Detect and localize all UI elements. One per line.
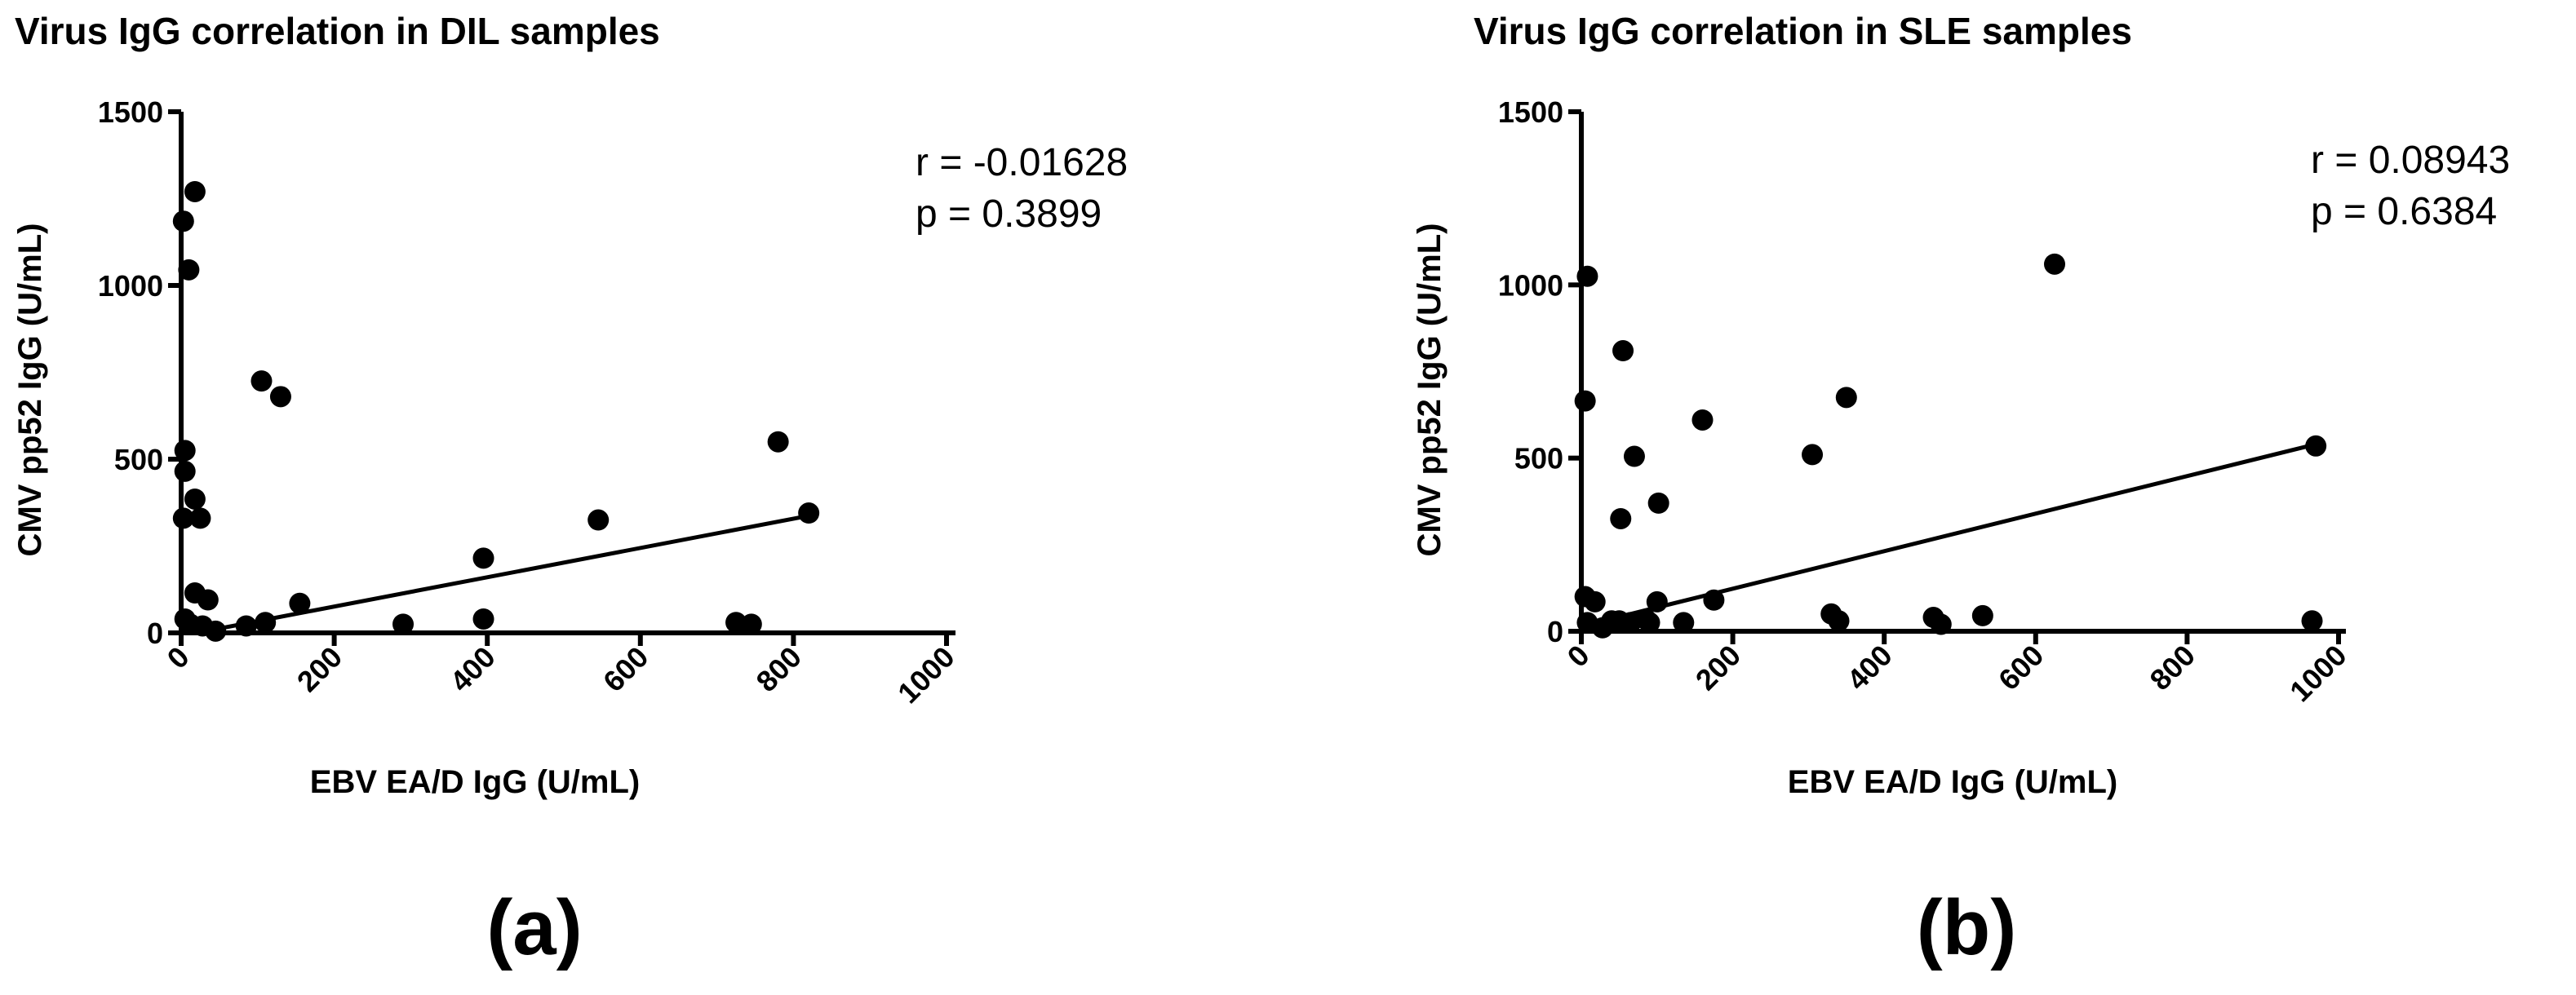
data-point-a-19 (392, 613, 415, 635)
panel-label-b: (b) (1917, 884, 2017, 971)
chart-panel-a: Virus IgG correlation in DIL samples CMV… (12, 10, 1128, 971)
data-point-a-24 (740, 613, 762, 635)
y-axis-label-a: CMV pp52 IgG (U/mL) (12, 223, 48, 557)
data-point-a-26 (798, 502, 820, 524)
data-point-a-2 (184, 180, 206, 202)
regression-line-a (196, 514, 805, 635)
data-point-b-22 (1835, 387, 1857, 409)
data-points-b (1574, 253, 2327, 639)
data-point-a-23 (725, 612, 747, 634)
x-tick-label-b-2: 400 (1840, 639, 1898, 696)
x-tick-label-b-3: 600 (1992, 639, 2050, 696)
data-point-a-1 (178, 259, 200, 281)
data-point-a-20 (472, 547, 494, 569)
p-value-a: p = 0.3899 (916, 192, 1102, 236)
data-point-b-15 (1647, 492, 1669, 514)
data-point-a-9 (197, 589, 219, 611)
r-value-b: r = 0.08943 (2311, 139, 2510, 182)
x-tick-label-a-1: 200 (290, 640, 348, 698)
data-point-b-3 (1584, 590, 1606, 612)
x-tick-label-a-4: 800 (750, 640, 808, 698)
x-tick-label-b-0: 0 (1561, 639, 1596, 674)
data-point-a-21 (472, 608, 494, 630)
x-tick-label-a-3: 600 (596, 640, 654, 698)
data-point-b-21 (1828, 610, 1850, 632)
chart-title-b: Virus IgG correlation in SLE samples (1474, 10, 2132, 52)
y-tick-label-b-2: 1000 (1498, 268, 1563, 302)
y-tick-label-a-1: 500 (114, 443, 163, 476)
data-point-b-26 (2044, 253, 2065, 275)
data-point-a-4 (174, 460, 196, 482)
data-point-a-15 (269, 386, 291, 408)
ticks-a: 0 500 1000 1500 0 200 400 600 800 1000 (98, 95, 961, 710)
data-point-b-8 (1612, 340, 1634, 362)
data-point-a-0 (172, 210, 194, 232)
p-value-b: p = 0.6384 (2311, 190, 2497, 233)
data-points-a (172, 180, 820, 642)
x-axis-label-a: EBV EA/D IgG (U/mL) (310, 764, 640, 800)
x-tick-label-a-2: 400 (443, 640, 501, 698)
data-point-b-13 (1638, 612, 1660, 634)
data-point-b-0 (1576, 265, 1598, 287)
data-point-a-7 (189, 507, 211, 529)
data-point-a-18 (289, 592, 311, 614)
y-tick-label-b-3: 1500 (1498, 95, 1563, 129)
data-point-b-9 (1610, 507, 1632, 529)
y-tick-label-a-3: 1500 (98, 95, 163, 129)
data-point-a-6 (172, 507, 194, 529)
x-tick-label-a-5: 1000 (891, 640, 961, 710)
x-tick-label-b-4: 800 (2144, 639, 2201, 696)
chart-panel-b: Virus IgG correlation in SLE samples CMV… (1412, 10, 2510, 971)
data-point-b-25 (1971, 604, 1993, 626)
y-tick-label-b-1: 500 (1514, 442, 1563, 475)
data-point-a-3 (174, 440, 196, 462)
y-axis-label-b: CMV pp52 IgG (U/mL) (1412, 223, 1448, 557)
chart-title-a: Virus IgG correlation in DIL samples (15, 10, 660, 52)
y-tick-label-a-2: 1000 (98, 269, 163, 303)
data-point-a-25 (767, 431, 789, 453)
panel-label-a: (a) (486, 884, 582, 971)
data-point-b-11 (1623, 445, 1645, 467)
axes-b (1579, 112, 2346, 634)
data-point-b-17 (1691, 409, 1714, 431)
axes-a (179, 112, 955, 635)
r-value-a: r = -0.01628 (916, 141, 1128, 184)
data-point-b-1 (1574, 390, 1596, 412)
data-point-b-19 (1802, 444, 1824, 466)
data-point-a-14 (251, 370, 273, 392)
y-tick-label-b-0: 0 (1547, 615, 1563, 648)
y-tick-label-a-0: 0 (147, 617, 163, 650)
regression-line-b (1588, 442, 2317, 626)
x-tick-label-b-5: 1000 (2283, 639, 2353, 709)
data-point-a-22 (587, 509, 610, 531)
data-point-b-24 (1930, 613, 1952, 635)
data-point-a-5 (184, 488, 206, 510)
x-tick-label-b-1: 200 (1689, 639, 1747, 696)
x-axis-label-b: EBV EA/D IgG (U/mL) (1788, 764, 2117, 800)
data-point-b-16 (1673, 612, 1695, 634)
x-tick-label-a-0: 0 (161, 640, 196, 675)
data-point-b-27 (2301, 610, 2323, 632)
